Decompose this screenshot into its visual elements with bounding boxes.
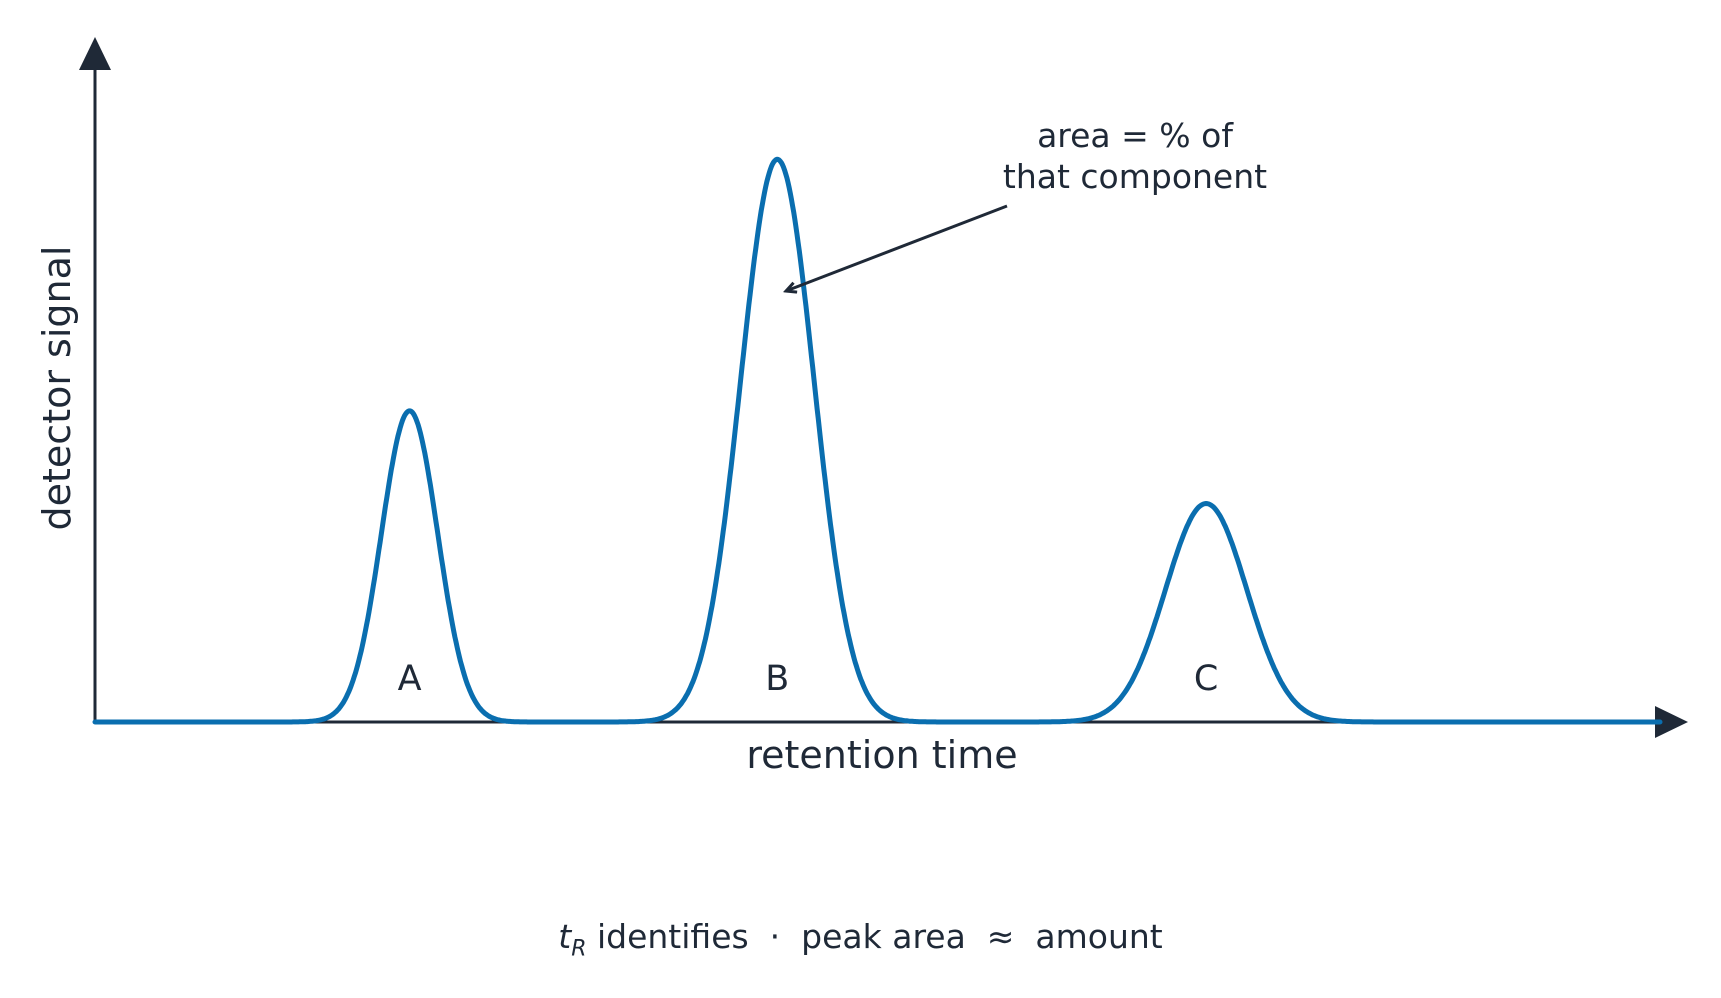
peak-label-c: C	[1194, 659, 1218, 699]
peak-labels: A B C	[398, 659, 1219, 699]
peak-label-a: A	[398, 659, 422, 699]
caption-text: identifies · peak area ≈ amount	[586, 917, 1163, 956]
y-axis-label: detector signal	[35, 246, 79, 531]
y-axis-arrowhead	[79, 37, 111, 70]
x-axis-arrowhead	[1655, 706, 1688, 738]
caption-symbol: tR	[558, 917, 587, 962]
annotation-line-1: area = % of	[1037, 116, 1234, 155]
caption: tR identifies · peak area ≈ amount	[0, 917, 1721, 962]
signal-trace	[92, 156, 1663, 725]
annotation-line-2: that component	[1003, 157, 1267, 196]
annotation-arrow	[786, 204, 1008, 291]
peak-label-b: B	[765, 659, 789, 699]
x-axis-label: retention time	[746, 733, 1017, 777]
